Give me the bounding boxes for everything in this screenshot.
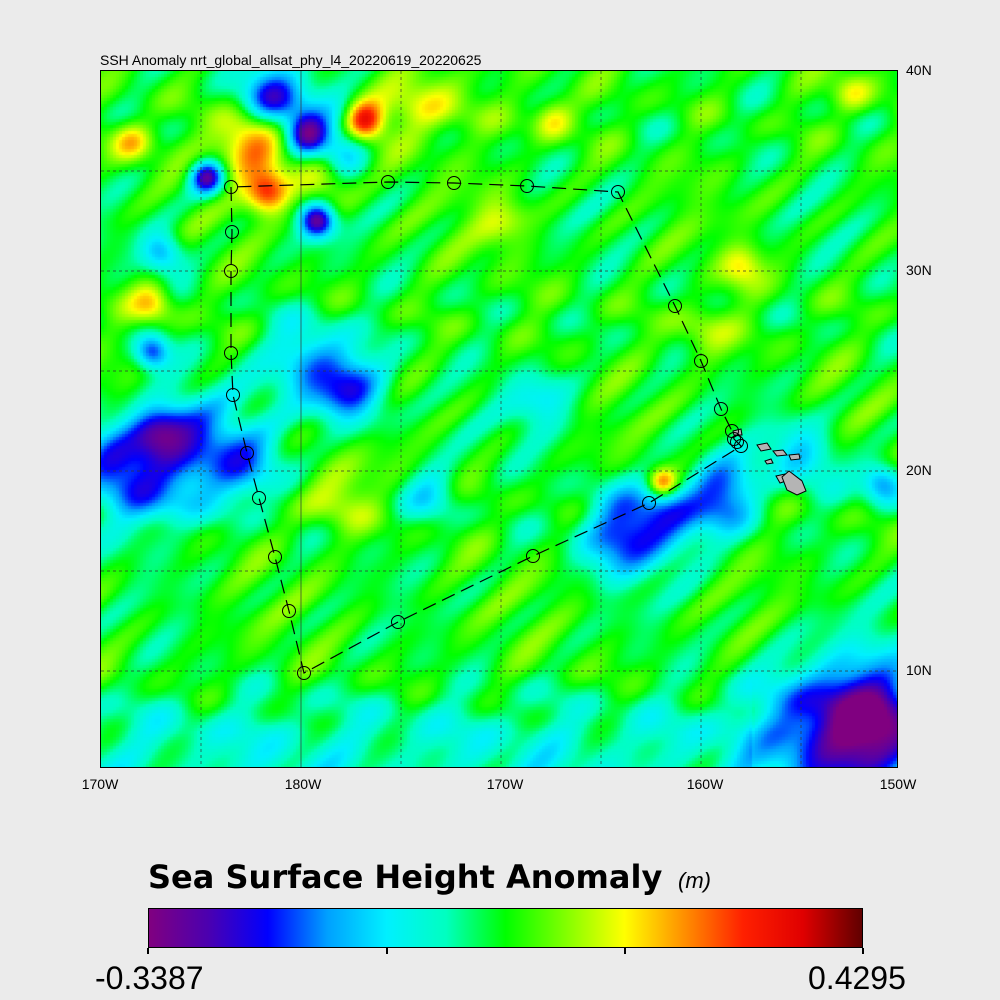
track-waypoint-marker: [611, 185, 625, 199]
lat-label: 40N: [906, 62, 932, 78]
track-waypoint-marker: [268, 550, 282, 564]
colorbar-unit: (m): [678, 868, 711, 893]
track-waypoint-marker: [727, 432, 741, 446]
lon-label: 170W: [81, 776, 119, 792]
colorbar-tick: [147, 948, 149, 954]
colorbar: [148, 908, 863, 948]
track-waypoint-marker: [391, 615, 405, 629]
lat-label: 30N: [906, 262, 932, 278]
track-waypoint-marker: [282, 604, 296, 618]
track-waypoint-marker: [668, 299, 682, 313]
track-waypoint-marker: [252, 491, 266, 505]
track-waypoint-marker: [725, 424, 739, 438]
track-line: [230, 181, 742, 674]
lat-label: 20N: [906, 462, 932, 478]
colorbar-max-label: 0.4295: [808, 960, 906, 996]
track-waypoint-marker: [694, 354, 708, 368]
track-waypoint-marker: [520, 179, 534, 193]
colorbar-min-label: -0.3387: [95, 960, 204, 996]
ssh-anomaly-field: [101, 71, 897, 767]
track-waypoint-marker: [224, 180, 238, 194]
figure-title: SSH Anomaly nrt_global_allsat_phy_l4_202…: [100, 52, 482, 68]
colorbar-tick: [386, 948, 388, 954]
lon-label: 170W: [486, 776, 524, 792]
island: [788, 453, 801, 461]
track-waypoint-marker: [714, 402, 728, 416]
lon-label: 160W: [686, 776, 724, 792]
island: [772, 449, 788, 457]
island: [756, 442, 772, 452]
track-waypoint-marker: [224, 346, 238, 360]
track-waypoint-marker: [224, 264, 238, 278]
ssh-map: [100, 70, 898, 768]
track-waypoint-marker: [381, 175, 395, 189]
colorbar-title: Sea Surface Height Anomaly: [148, 858, 663, 896]
island: [764, 458, 774, 465]
track-waypoint-marker: [240, 446, 254, 460]
track-waypoint-marker: [526, 549, 540, 563]
track-waypoint-marker: [297, 666, 311, 680]
lon-label: 180W: [284, 776, 322, 792]
track-waypoint-marker: [642, 496, 656, 510]
track-waypoint-marker: [226, 388, 240, 402]
colorbar-tick: [624, 948, 626, 954]
island: [781, 470, 807, 496]
track-waypoint-marker: [734, 439, 748, 453]
track-waypoint-marker: [225, 225, 239, 239]
map-overlay: [101, 71, 897, 767]
lat-label: 10N: [906, 662, 932, 678]
colorbar-tick: [862, 948, 864, 954]
track-waypoint-marker: [447, 176, 461, 190]
lon-label: 150W: [879, 776, 917, 792]
